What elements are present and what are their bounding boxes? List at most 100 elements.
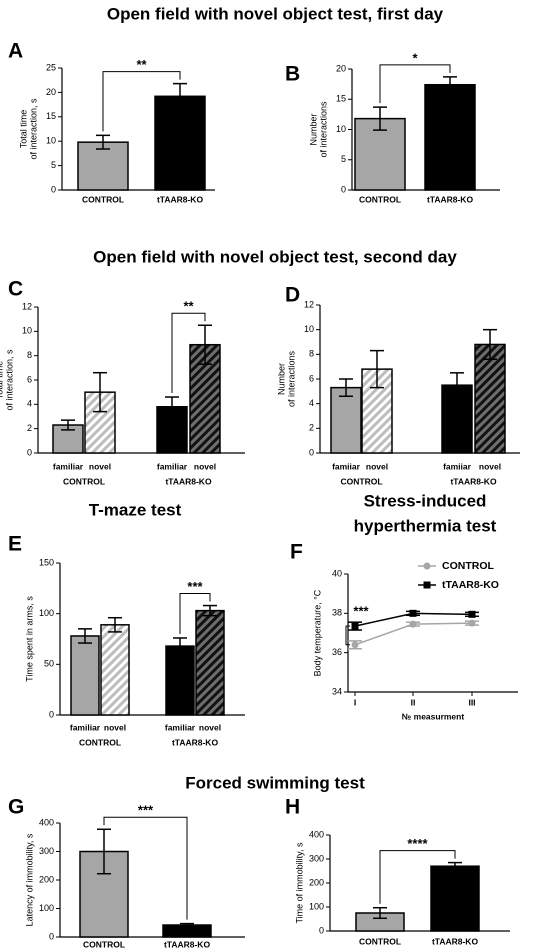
section-heading: Open field with novel object test, secon… bbox=[93, 247, 457, 266]
y-tick-label: 400 bbox=[309, 829, 324, 839]
x-tick-label: CONTROL bbox=[82, 194, 124, 204]
marker bbox=[351, 622, 359, 630]
y-tick-label: 15 bbox=[336, 94, 346, 104]
significance-label: **** bbox=[407, 836, 428, 851]
y-tick-label: 5 bbox=[51, 160, 56, 170]
marker bbox=[468, 619, 476, 627]
y-tick-label: 10 bbox=[22, 326, 32, 336]
bar bbox=[79, 850, 129, 938]
panel-letter: H bbox=[285, 796, 300, 819]
y-tick-label: 300 bbox=[39, 846, 54, 856]
y-axis-label: Latency of immobility, s bbox=[24, 833, 34, 926]
significance-label: *** bbox=[353, 604, 369, 619]
y-tick-label: 0 bbox=[27, 447, 32, 457]
legend-label: CONTROL bbox=[442, 560, 494, 572]
marker bbox=[409, 620, 417, 628]
y-tick-label: 200 bbox=[39, 874, 54, 884]
significance-label: ** bbox=[136, 57, 147, 72]
y-tick-label: 4 bbox=[309, 398, 314, 408]
x-tick-label: familiar bbox=[157, 461, 188, 471]
y-axis-label: Total time bbox=[18, 110, 28, 149]
y-axis-label: of interactions bbox=[286, 350, 296, 407]
y-axis-label: of interaction, s bbox=[28, 98, 38, 160]
x-tick-label: II bbox=[411, 697, 416, 707]
group-label: tTAAR8-KO bbox=[450, 476, 497, 486]
x-tick-label: familiar bbox=[70, 722, 101, 732]
y-axis-label: of interaction, s bbox=[4, 349, 14, 411]
group-label: CONTROL bbox=[63, 476, 105, 486]
x-tick-label: tTAAR8-KO bbox=[432, 936, 479, 946]
significance-bracket bbox=[103, 816, 188, 920]
y-tick-label: 0 bbox=[309, 447, 314, 457]
y-tick-label: 150 bbox=[39, 557, 54, 567]
legend-label: tTAAR8-KO bbox=[442, 579, 499, 591]
y-axis-label: Time of immobility, s bbox=[294, 842, 304, 924]
bar bbox=[474, 343, 506, 454]
x-tick-label: tTAAR8-KO bbox=[164, 939, 211, 949]
y-axis-label: Total time bbox=[0, 361, 4, 400]
panel-letter: F bbox=[290, 541, 303, 564]
bar bbox=[165, 645, 195, 716]
y-tick-label: 0 bbox=[341, 184, 346, 194]
significance-bracket bbox=[171, 312, 206, 394]
x-tick-label: novel bbox=[104, 722, 126, 732]
y-tick-label: 15 bbox=[46, 111, 56, 121]
group-label: CONTROL bbox=[340, 476, 382, 486]
group-label: CONTROL bbox=[79, 737, 121, 747]
y-tick-label: 34 bbox=[332, 686, 342, 696]
x-tick-label: familiar bbox=[53, 461, 84, 471]
section-heading: Stress-induced bbox=[364, 491, 487, 510]
panel-letter: E bbox=[8, 533, 22, 556]
x-tick-label: III bbox=[468, 697, 475, 707]
y-axis-label: of interactions bbox=[318, 101, 328, 158]
section-heading: Open field with novel object test, first… bbox=[107, 4, 444, 23]
y-tick-label: 36 bbox=[332, 647, 342, 657]
bar bbox=[70, 635, 100, 716]
significance-bracket bbox=[379, 850, 456, 904]
bar bbox=[100, 624, 130, 716]
bar bbox=[154, 95, 206, 191]
y-tick-label: 20 bbox=[46, 87, 56, 97]
y-tick-label: 300 bbox=[309, 853, 324, 863]
y-tick-label: 0 bbox=[49, 709, 54, 719]
bar bbox=[77, 141, 129, 191]
y-axis-label: Number bbox=[308, 113, 318, 145]
x-tick-label: famiiar bbox=[443, 461, 472, 471]
x-tick-label: novel bbox=[194, 461, 216, 471]
significance-bracket bbox=[379, 64, 451, 104]
y-tick-label: 100 bbox=[309, 901, 324, 911]
x-tick-label: novel bbox=[199, 722, 221, 732]
significance-label: *** bbox=[138, 803, 154, 818]
marker bbox=[351, 641, 359, 649]
group-label: tTAAR8-KO bbox=[165, 476, 212, 486]
y-tick-label: 12 bbox=[22, 301, 32, 311]
y-axis-label: Body temperature, °C bbox=[312, 589, 322, 676]
y-tick-label: 50 bbox=[44, 659, 54, 669]
y-tick-label: 2 bbox=[309, 423, 314, 433]
panel-letter: A bbox=[8, 40, 23, 63]
marker bbox=[468, 610, 476, 618]
y-tick-label: 100 bbox=[39, 903, 54, 913]
section-heading: Forced swimming test bbox=[185, 773, 365, 792]
significance-bracket bbox=[345, 625, 350, 646]
significance-label: ** bbox=[183, 299, 194, 314]
y-tick-label: 38 bbox=[332, 608, 342, 618]
x-tick-label: familiar bbox=[165, 722, 196, 732]
y-tick-label: 25 bbox=[46, 62, 56, 72]
marker bbox=[409, 609, 417, 617]
x-tick-label: CONTROL bbox=[359, 194, 401, 204]
panel-letter: C bbox=[8, 278, 23, 301]
significance-bracket bbox=[102, 71, 181, 132]
y-tick-label: 0 bbox=[51, 184, 56, 194]
y-tick-label: 6 bbox=[309, 373, 314, 383]
y-axis-label: Number bbox=[276, 363, 286, 395]
panel-letter: B bbox=[285, 63, 300, 86]
x-tick-label: novel bbox=[366, 461, 388, 471]
bar bbox=[195, 609, 225, 716]
panel-letter: D bbox=[285, 284, 300, 307]
section-heading: T-maze test bbox=[89, 500, 182, 519]
x-tick-label: novel bbox=[89, 461, 111, 471]
bar bbox=[424, 83, 476, 191]
bar bbox=[330, 386, 362, 454]
y-tick-label: 4 bbox=[27, 399, 32, 409]
